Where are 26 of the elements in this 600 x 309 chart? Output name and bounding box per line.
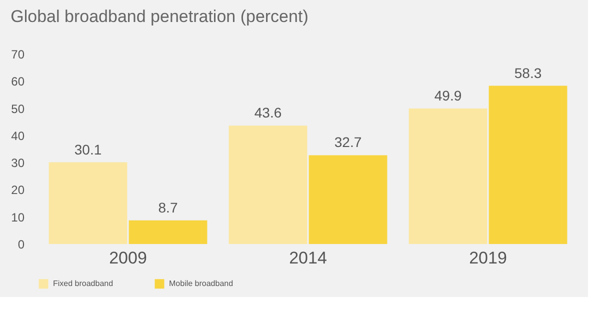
bar bbox=[128, 220, 208, 244]
data-label: 43.6 bbox=[254, 104, 282, 121]
y-tick-label: 50 bbox=[11, 102, 25, 116]
y-tick-label: 10 bbox=[11, 210, 25, 224]
y-tick-label: 40 bbox=[11, 128, 25, 143]
y-tick-label: 60 bbox=[11, 74, 25, 89]
data-label: 30.1 bbox=[74, 141, 102, 158]
bar bbox=[228, 126, 308, 244]
x-tick-label: 2009 bbox=[109, 248, 147, 268]
x-tick-label: 2019 bbox=[469, 248, 507, 268]
y-tick-label: 30 bbox=[11, 156, 25, 170]
bar bbox=[408, 108, 488, 244]
data-label: 58.3 bbox=[514, 64, 542, 81]
bar bbox=[488, 86, 568, 244]
data-label: 49.9 bbox=[434, 88, 462, 104]
data-label: 32.7 bbox=[334, 134, 362, 150]
bar bbox=[308, 155, 388, 244]
chart-title: Global broadband penetration (percent) bbox=[10, 7, 308, 26]
legend-label: Mobile broadband bbox=[169, 278, 234, 288]
y-tick-label: 20 bbox=[11, 183, 25, 198]
x-tick-label: 2014 bbox=[289, 248, 327, 268]
y-tick-label: 70 bbox=[11, 48, 25, 62]
legend-label: Fixed broadband bbox=[53, 278, 114, 288]
data-label: 8.7 bbox=[158, 199, 178, 216]
y-tick-label: 0 bbox=[18, 238, 25, 252]
bar bbox=[48, 162, 128, 244]
